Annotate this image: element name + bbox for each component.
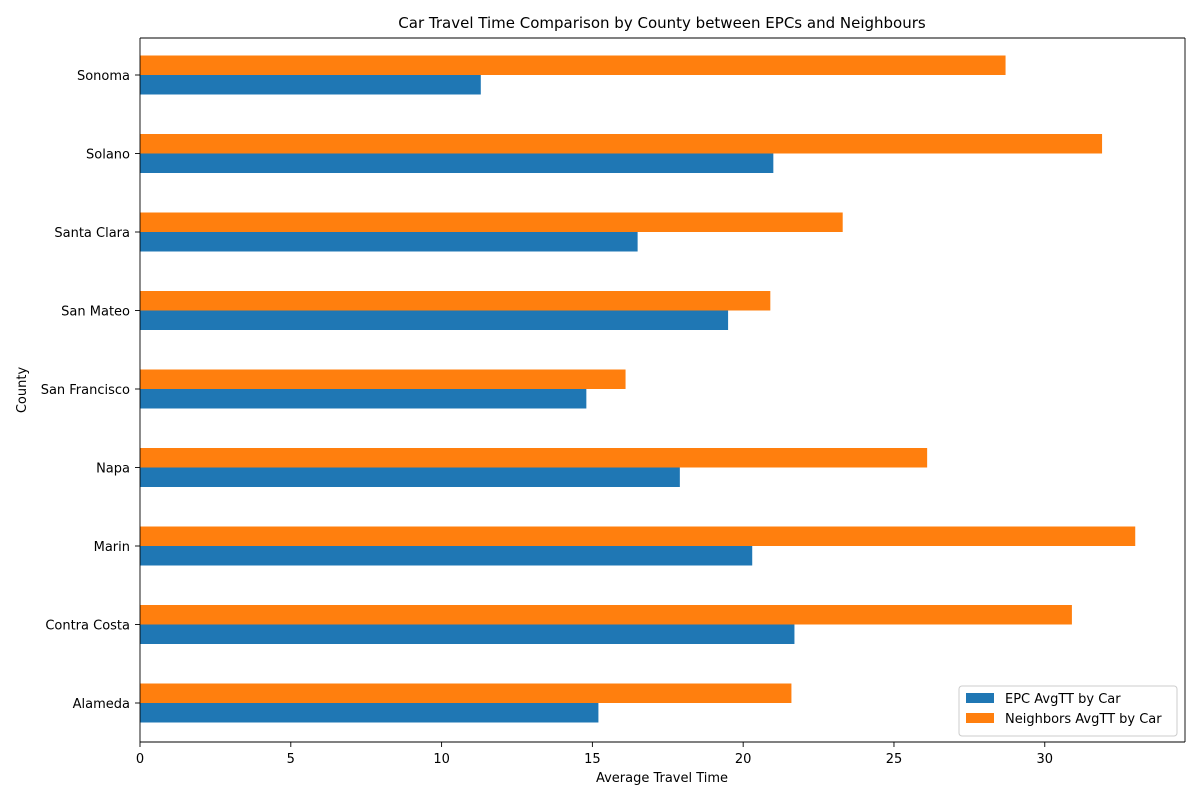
x-tick-label: 10 (433, 752, 450, 767)
x-tick-label: 5 (287, 752, 295, 767)
legend-swatch (966, 713, 994, 723)
legend: EPC AvgTT by Car Neighbors AvgTT by Car (958, 685, 1178, 737)
y-tick-label: San Mateo (61, 305, 130, 320)
y-axis-label: County (15, 367, 30, 414)
bar-epc-contra-costa (140, 624, 795, 644)
bar-neighbors-santa-clara (140, 212, 843, 232)
x-axis-label: Average Travel Time (596, 771, 728, 786)
x-tick-label: 15 (584, 752, 601, 767)
y-tick-label: Solano (86, 148, 130, 163)
legend-frame (958, 685, 1178, 737)
y-tick-label: Alameda (73, 697, 130, 712)
y-tick-label: Sonoma (77, 69, 130, 84)
bar-epc-santa-clara (140, 232, 638, 252)
x-tick-label: 20 (735, 752, 752, 767)
y-tick-label: Marin (94, 540, 130, 555)
y-ticks: Alameda Contra Costa Marin Napa San Francisc… (41, 69, 140, 712)
x-tick-label: 0 (136, 752, 144, 767)
x-tick-label: 30 (1036, 752, 1053, 767)
chart-title: Car Travel Time Comparison by County bet… (398, 14, 926, 32)
y-tick-label: Contra Costa (45, 619, 130, 634)
bar-epc-san-mateo (140, 310, 729, 330)
bar-neighbors-sonoma (140, 55, 1006, 75)
bar-epc-san-francisco (140, 389, 587, 409)
bar-epc-marin (140, 546, 753, 566)
bar-neighbors-san-mateo (140, 291, 771, 311)
legend-label: Neighbors AvgTT by Car (1005, 712, 1162, 727)
legend-label: EPC AvgTT by Car (1005, 692, 1121, 707)
y-tick-label: Santa Clara (54, 226, 130, 241)
bar-epc-napa (140, 467, 680, 487)
bar-epc-sonoma (140, 75, 481, 95)
bar-neighbors-san-francisco (140, 369, 626, 389)
bars-layer (140, 55, 1136, 723)
x-ticks: 0 5 10 15 20 25 30 (136, 742, 1053, 767)
bar-neighbors-marin (140, 526, 1136, 546)
x-tick-label: 25 (886, 752, 903, 767)
bar-epc-solano (140, 153, 774, 173)
y-tick-label: San Francisco (41, 383, 130, 398)
bar-epc-alameda (140, 703, 599, 723)
bar-neighbors-napa (140, 448, 928, 468)
bar-neighbors-solano (140, 134, 1103, 154)
bar-neighbors-alameda (140, 683, 792, 703)
y-tick-label: Napa (96, 462, 130, 477)
legend-swatch (966, 693, 994, 703)
bar-neighbors-contra-costa (140, 605, 1072, 625)
